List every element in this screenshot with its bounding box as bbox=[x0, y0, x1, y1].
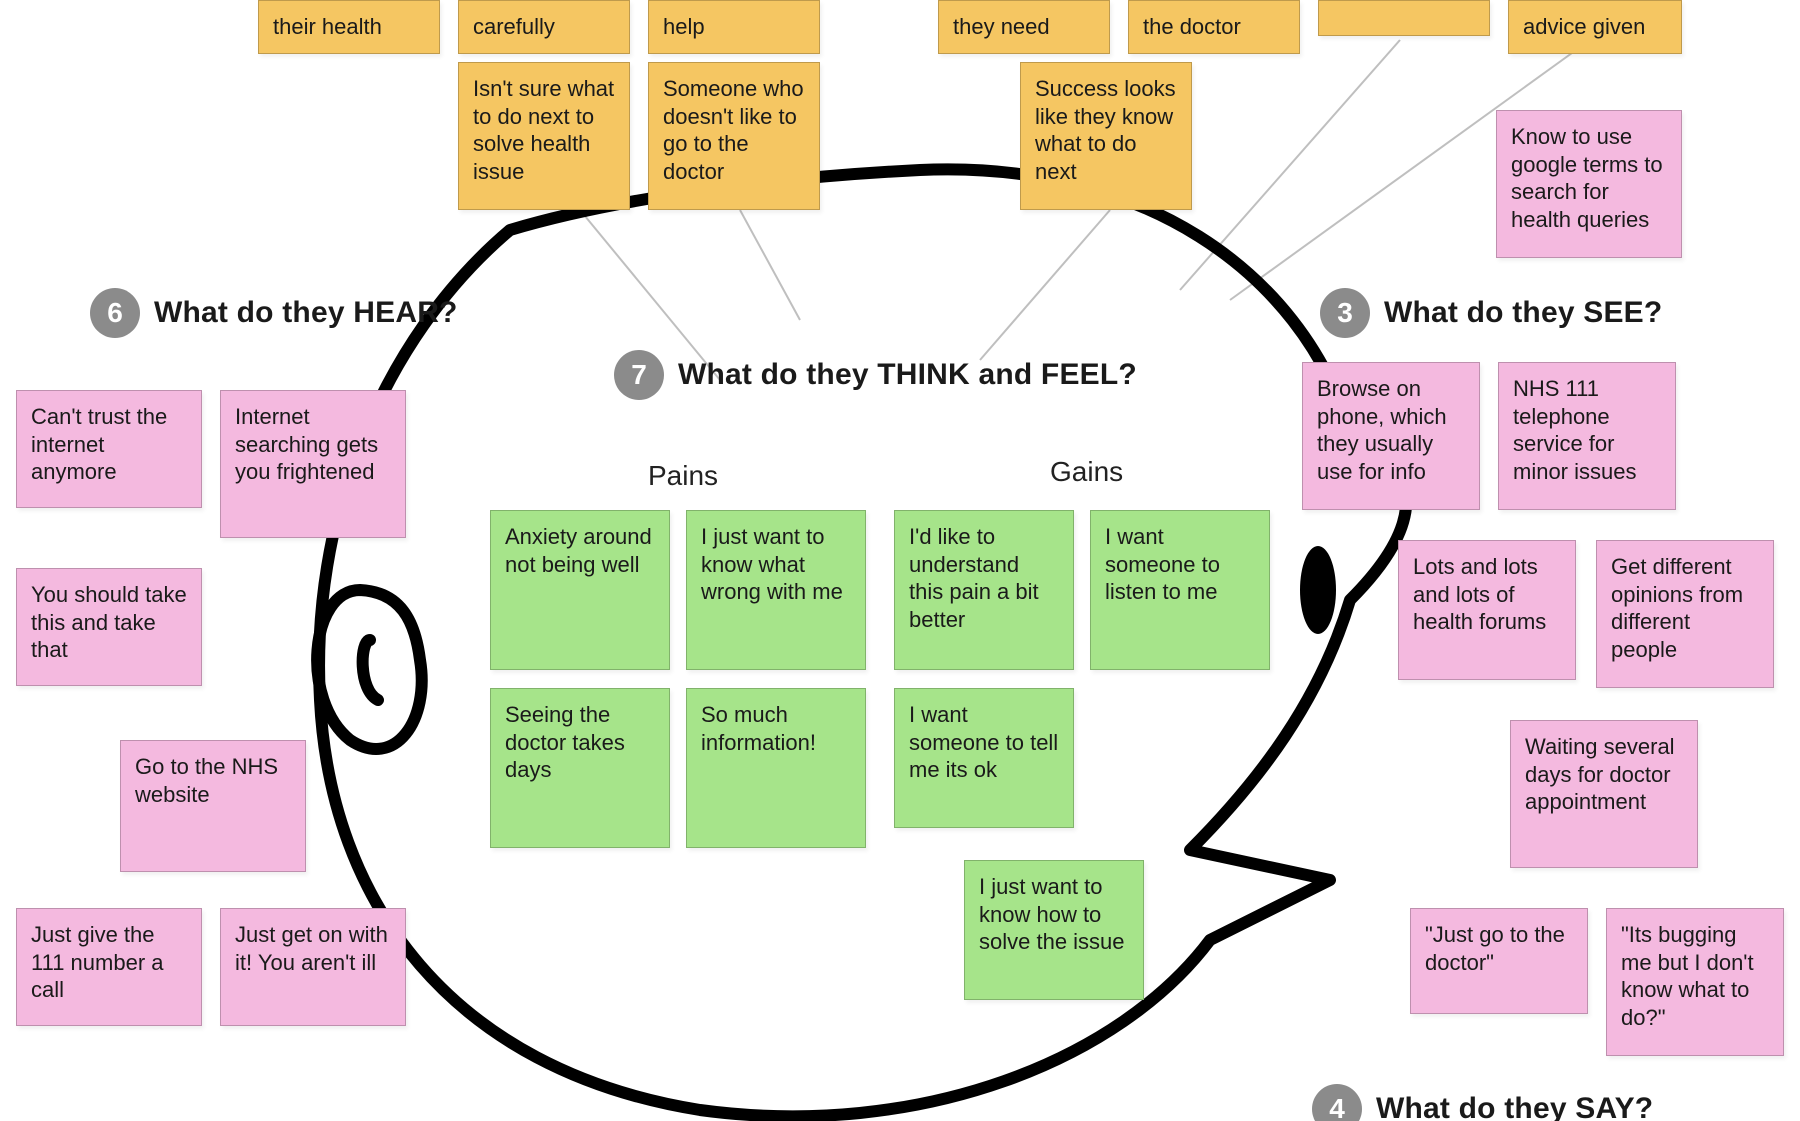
sticky-note: Can't trust the internet anymore bbox=[16, 390, 202, 508]
sticky-note: "Its bugging me but I don't know what to… bbox=[1606, 908, 1784, 1056]
sticky-note: Lots and lots and lots of health forums bbox=[1398, 540, 1576, 680]
sticky-note: NHS 111 telephone service for minor issu… bbox=[1498, 362, 1676, 510]
sticky-note: Know to use google terms to search for h… bbox=[1496, 110, 1682, 258]
section-title: What do they SAY? bbox=[1376, 1092, 1653, 1121]
sticky-note: You should take this and take that bbox=[16, 568, 202, 686]
sticky-note: Waiting several days for doctor appointm… bbox=[1510, 720, 1698, 868]
sticky-note: "Just go to the doctor" bbox=[1410, 908, 1588, 1014]
sticky-note: Internet searching gets you frightened bbox=[220, 390, 406, 538]
sticky-note: Browse on phone, which they usually use … bbox=[1302, 362, 1480, 510]
sticky-note: carefully bbox=[458, 0, 630, 54]
sticky-note: I'd like to understand this pain a bit b… bbox=[894, 510, 1074, 670]
section-title: What do they HEAR? bbox=[154, 296, 458, 330]
section-number-badge: 3 bbox=[1320, 288, 1370, 338]
section-number-badge: 4 bbox=[1312, 1084, 1362, 1121]
sticky-note: I just want to know what wrong with me bbox=[686, 510, 866, 670]
section-title: What do they THINK and FEEL? bbox=[678, 358, 1137, 392]
sticky-note: Seeing the doctor takes days bbox=[490, 688, 670, 848]
sticky-note: help bbox=[648, 0, 820, 54]
sticky-note: I want someone to listen to me bbox=[1090, 510, 1270, 670]
sticky-note: Success looks like they know what to do … bbox=[1020, 62, 1192, 210]
sticky-note: Someone who doesn't like to go to the do… bbox=[648, 62, 820, 210]
section-number-badge: 7 bbox=[614, 350, 664, 400]
section-number-badge: 6 bbox=[90, 288, 140, 338]
sticky-note: I want someone to tell me its ok bbox=[894, 688, 1074, 828]
sticky-note: So much information! bbox=[686, 688, 866, 848]
sticky-note: their health bbox=[258, 0, 440, 54]
sticky-note: Get different opinions from different pe… bbox=[1596, 540, 1774, 688]
section-title: What do they SEE? bbox=[1384, 296, 1662, 330]
gains-label: Gains bbox=[1050, 456, 1123, 488]
section-say: 4 What do they SAY? bbox=[1312, 1084, 1653, 1121]
sticky-note: advice given bbox=[1508, 0, 1682, 54]
sticky-note: they need bbox=[938, 0, 1110, 54]
sticky-note: Go to the NHS website bbox=[120, 740, 306, 872]
sticky-note: Anxiety around not being well bbox=[490, 510, 670, 670]
sticky-note: the doctor bbox=[1128, 0, 1300, 54]
sticky-note bbox=[1318, 0, 1490, 36]
sticky-note: Just get on with it! You aren't ill bbox=[220, 908, 406, 1026]
section-think-feel: 7 What do they THINK and FEEL? bbox=[614, 350, 1137, 400]
sticky-note: Isn't sure what to do next to solve heal… bbox=[458, 62, 630, 210]
section-see: 3 What do they SEE? bbox=[1320, 288, 1662, 338]
sticky-note: I just want to know how to solve the iss… bbox=[964, 860, 1144, 1000]
pains-label: Pains bbox=[648, 460, 718, 492]
sticky-note: Just give the 111 number a call bbox=[16, 908, 202, 1026]
section-hear: 6 What do they HEAR? bbox=[90, 288, 458, 338]
